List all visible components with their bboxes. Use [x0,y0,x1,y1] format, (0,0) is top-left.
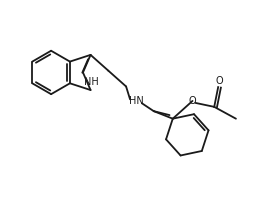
Text: HN: HN [129,96,143,106]
Text: O: O [189,96,196,106]
Text: NH: NH [84,77,99,87]
Text: O: O [215,76,223,86]
